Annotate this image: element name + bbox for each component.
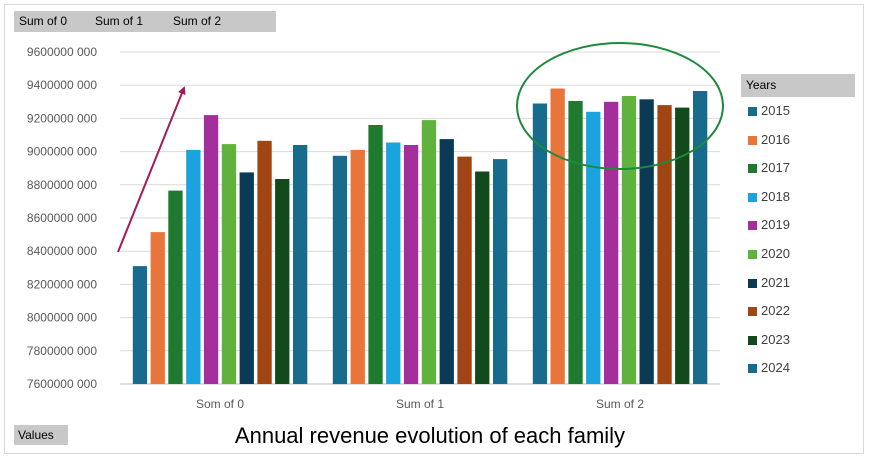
- pivot-field-buttons: Sum of 0 Sum of 1 Sum of 2: [14, 11, 276, 32]
- pivot-field-sum-of-2[interactable]: Sum of 2: [173, 14, 222, 28]
- bar-2015: [332, 155, 348, 385]
- y-axis-ticks: 7600000 000 7800000 000 8000000 000 8200000…: [27, 45, 97, 391]
- highlight-ellipse: [516, 42, 724, 170]
- bars: [132, 88, 708, 385]
- legend-item-2016[interactable]: 2016: [748, 132, 848, 148]
- y-tick-label: 8000000 000: [27, 311, 97, 325]
- trend-arrow: [117, 86, 186, 253]
- legend-label: 2016: [761, 131, 790, 147]
- bar-2020: [621, 96, 637, 384]
- bar-2021: [239, 172, 254, 384]
- bar-2020: [421, 120, 437, 384]
- bar-2020: [221, 144, 237, 384]
- legend-field-years[interactable]: Years: [741, 74, 855, 97]
- legend-item-2019[interactable]: 2019: [748, 217, 848, 233]
- legend-item-2018[interactable]: 2018: [748, 189, 848, 205]
- legend-label: 2017: [761, 160, 790, 176]
- bar-2015: [532, 103, 548, 384]
- bar-2023: [275, 179, 290, 384]
- x-category-label: Sum of 1: [396, 397, 444, 411]
- legend-swatch: [748, 364, 757, 374]
- bar-2016: [350, 149, 365, 384]
- bar-2024: [493, 159, 508, 384]
- bar-2018: [386, 142, 401, 384]
- x-axis-categories: Som of 0 Sum of 1 Sum of 2: [196, 397, 644, 411]
- legend-label: 2019: [761, 217, 790, 233]
- legend-label: 2018: [761, 188, 790, 204]
- bar-2019: [203, 115, 219, 384]
- bar-2016: [150, 232, 165, 384]
- bar-2021: [439, 139, 454, 384]
- legend-item-2017[interactable]: 2017: [748, 160, 848, 176]
- bar-2017: [368, 125, 383, 384]
- bar-2017: [568, 101, 583, 384]
- legend-item-2024[interactable]: 2024: [748, 360, 848, 376]
- bar-2024: [693, 91, 708, 384]
- y-tick-label: 7800000 000: [27, 344, 97, 358]
- bar-2022: [457, 156, 472, 384]
- legend-label: 2015: [761, 103, 790, 118]
- y-tick-label: 9400000 000: [27, 78, 97, 92]
- y-tick-label: 8400000 000: [27, 244, 97, 258]
- gridlines: [120, 51, 720, 385]
- pivot-field-sum-of-1[interactable]: Sum of 1: [95, 14, 144, 28]
- legend-swatch: [748, 135, 757, 145]
- legend-item-2023[interactable]: 2023: [748, 332, 848, 348]
- bar-2016: [550, 88, 565, 384]
- y-tick-label: 7600000 000: [27, 377, 97, 391]
- legend-swatch: [748, 164, 757, 174]
- chart-title: Annual revenue evolution of each family: [234, 423, 626, 448]
- legend-item-2022[interactable]: 2022: [748, 303, 848, 319]
- bar-2021: [639, 99, 654, 385]
- legend-swatch: [748, 278, 757, 288]
- pivot-field-sum-of-0[interactable]: Sum of 0: [19, 14, 68, 28]
- legend-swatch: [748, 250, 757, 259]
- bar-2018: [186, 149, 201, 384]
- legend-swatch: [748, 335, 757, 345]
- legend-swatch: [748, 221, 757, 231]
- bar-2019: [403, 145, 419, 384]
- legend-swatch: [748, 107, 757, 116]
- annotations: [117, 42, 724, 253]
- legend-swatch: [748, 192, 757, 202]
- y-tick-label: 8200000 000: [27, 277, 97, 291]
- y-tick-label: 9600000 000: [27, 45, 97, 59]
- legend-label: 2020: [761, 246, 790, 261]
- bar-2019: [604, 101, 619, 385]
- legend-item-2021[interactable]: 2021: [748, 275, 848, 291]
- bar-2022: [657, 105, 672, 384]
- legend-item-2015[interactable]: 2015: [748, 103, 848, 119]
- bar-2015: [132, 266, 148, 384]
- legend-item-2020[interactable]: 2020: [748, 246, 848, 262]
- x-category-label: Sum of 2: [596, 397, 644, 411]
- legend-label: 2024: [761, 360, 790, 376]
- y-tick-label: 9000000 000: [27, 145, 97, 159]
- x-category-label: Som of 0: [196, 397, 244, 411]
- legend-label: 2023: [761, 331, 790, 347]
- bar-2017: [168, 190, 183, 384]
- legend-swatch: [748, 307, 757, 317]
- bar-2018: [586, 111, 601, 385]
- bar-2023: [675, 107, 690, 384]
- y-tick-label: 8600000 000: [27, 211, 97, 225]
- bar-2024: [293, 145, 308, 384]
- y-tick-label: 8800000 000: [27, 178, 97, 192]
- values-field-button[interactable]: Values: [14, 425, 68, 445]
- y-tick-label: 9200000 000: [27, 111, 97, 125]
- legend-label: 2022: [761, 303, 790, 319]
- bar-2022: [257, 140, 272, 384]
- bar-2023: [475, 171, 490, 384]
- legend-label: 2021: [761, 274, 790, 290]
